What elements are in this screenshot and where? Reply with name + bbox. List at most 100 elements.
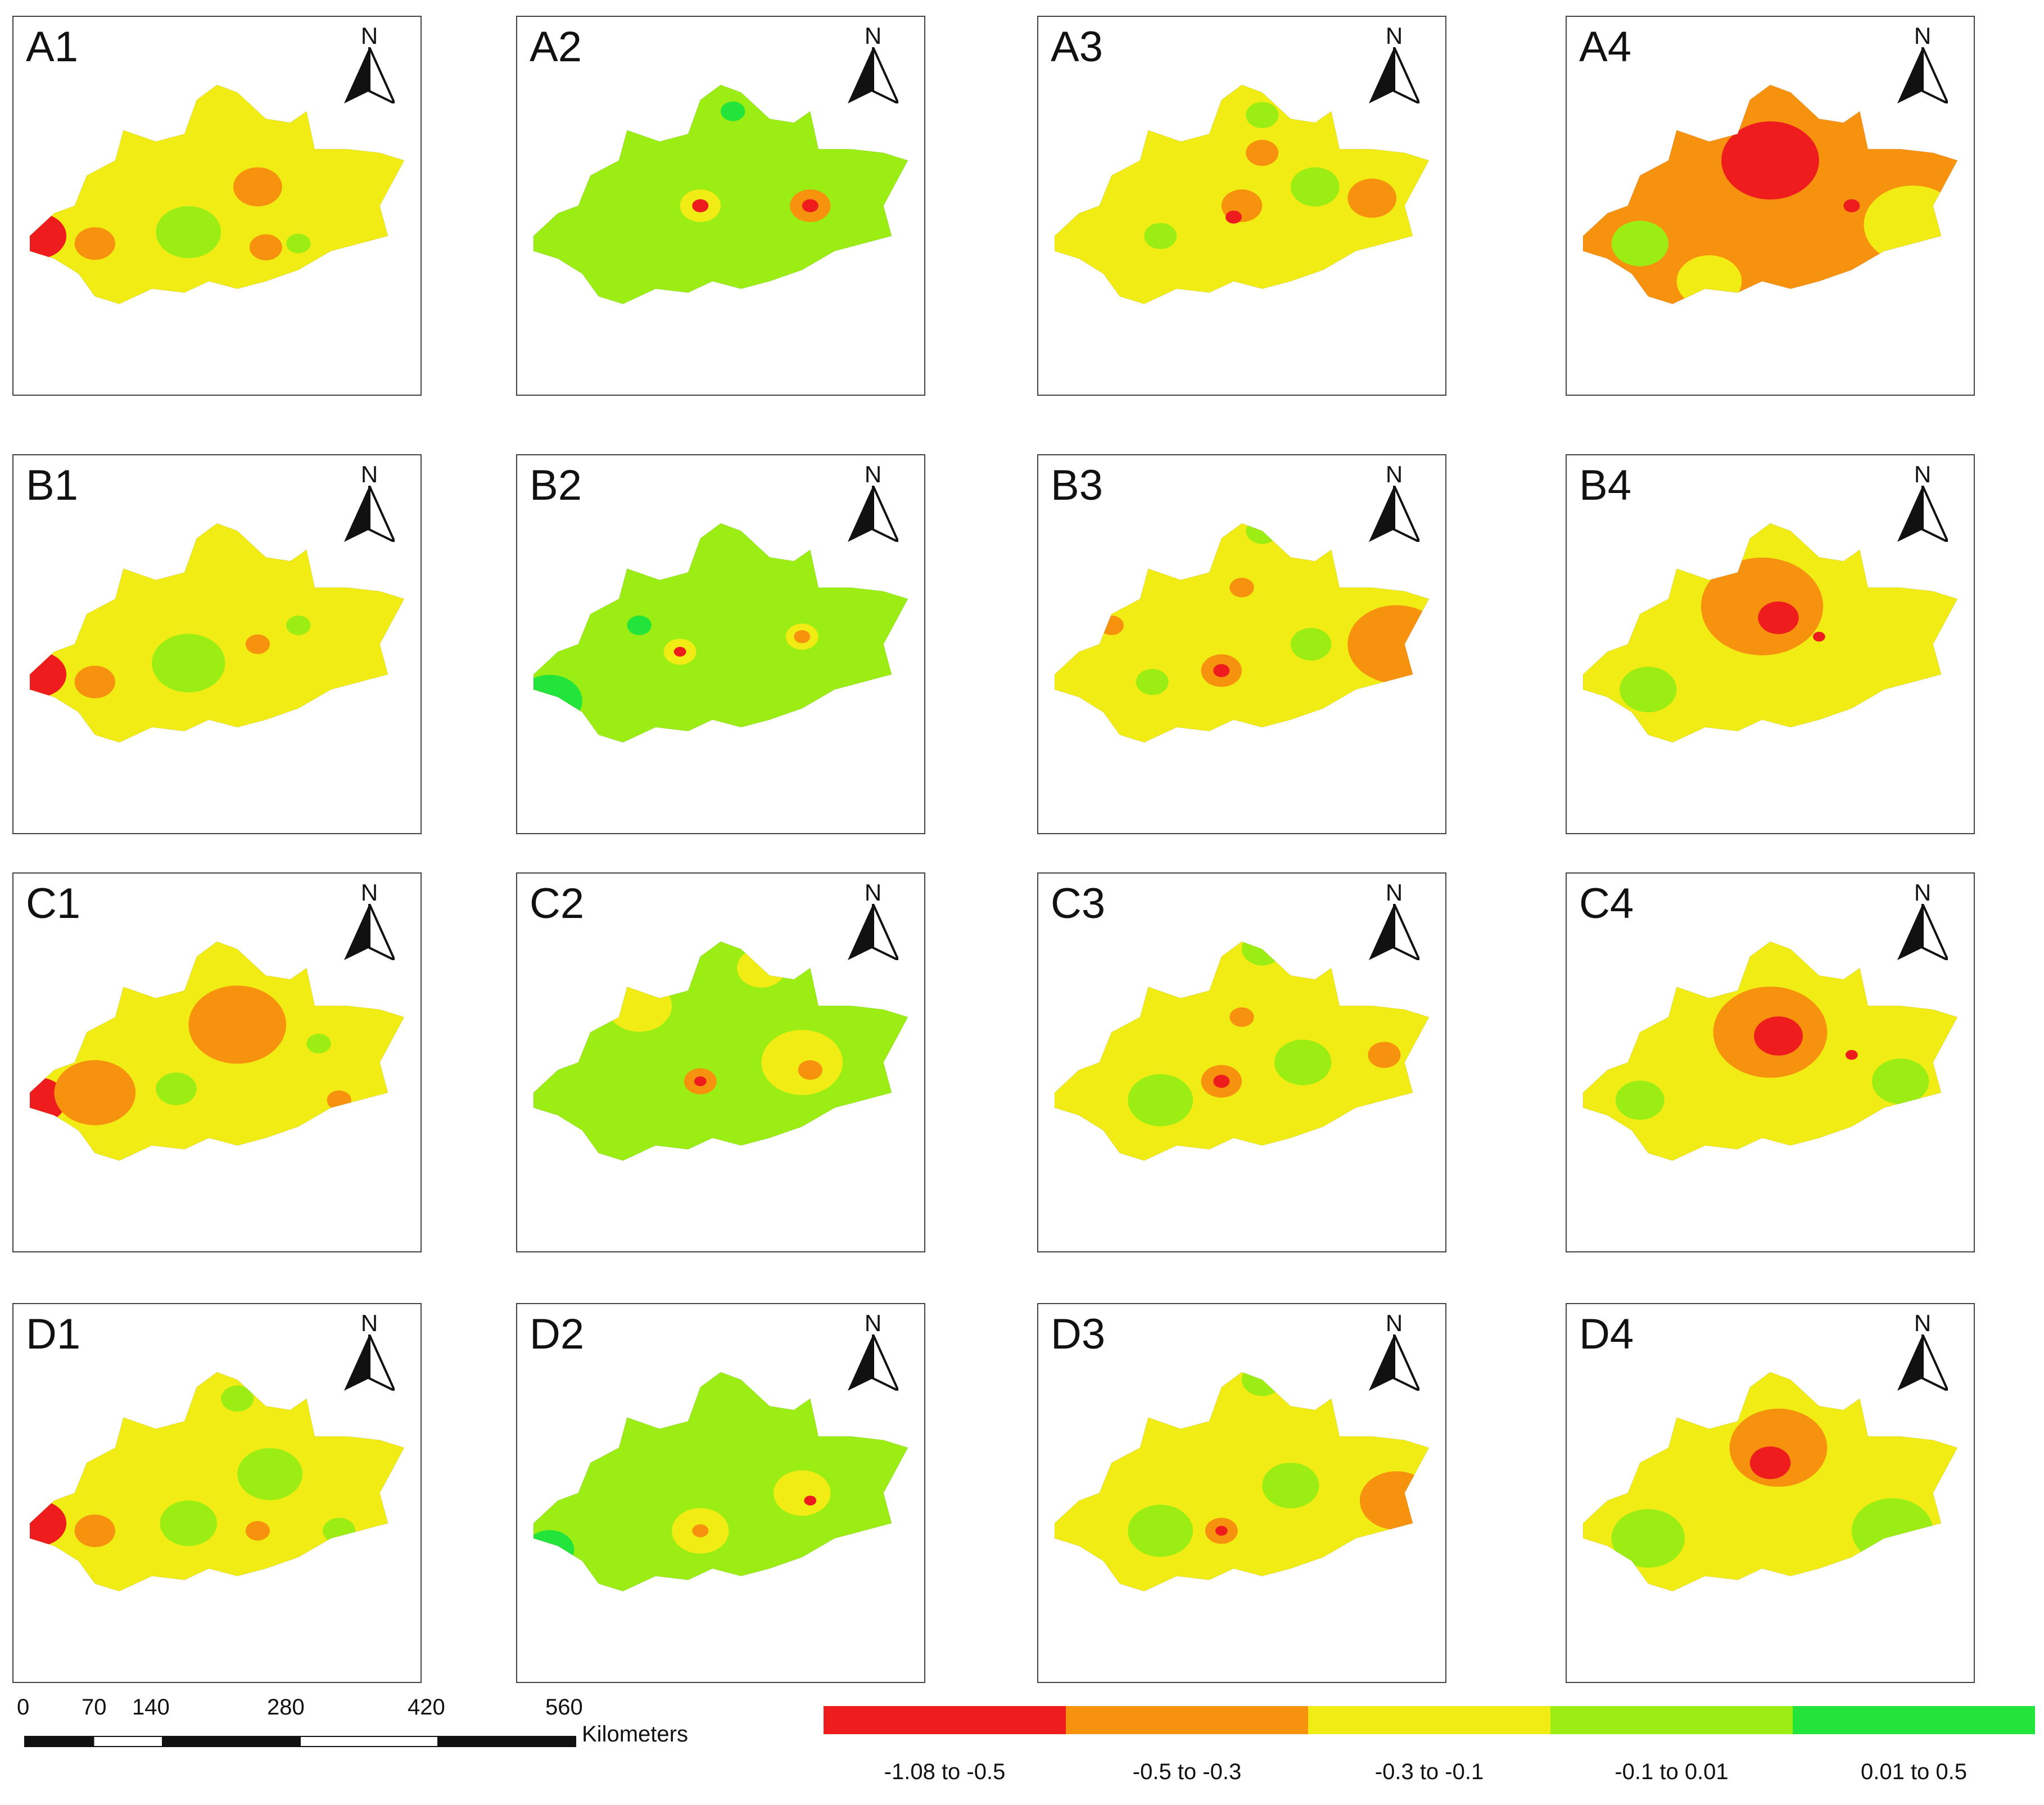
north-label: N xyxy=(864,879,882,906)
scale-tick-5: 560 xyxy=(545,1695,583,1720)
map-panel-a2: A2 N xyxy=(516,16,925,396)
zone-c4 xyxy=(1274,1039,1332,1085)
north-arrow-icon: N xyxy=(338,1310,400,1394)
zone-c1 xyxy=(30,652,67,698)
zone-c4 xyxy=(1290,628,1332,661)
panel-label: B2 xyxy=(530,462,582,509)
zone-c4 xyxy=(1851,1498,1933,1564)
zone-c5 xyxy=(721,101,745,121)
panel-label: D3 xyxy=(1051,1310,1106,1358)
north-arrow-icon: N xyxy=(338,879,400,963)
legend: -1.08 to -0.5 -0.5 to -0.3 -0.3 to -0.1 … xyxy=(824,1706,2035,1802)
choropleth-map xyxy=(1582,941,1958,1161)
zone-c2 xyxy=(233,167,282,207)
north-arrow-icon: N xyxy=(1892,22,1953,107)
choropleth-map xyxy=(1054,1372,1430,1592)
north-label: N xyxy=(1385,22,1403,49)
map-panel-b4: B4 N xyxy=(1566,454,1975,834)
north-arrow-icon: N xyxy=(842,22,904,107)
north-arrow-icon: N xyxy=(338,22,400,107)
zone-c3 xyxy=(774,1470,831,1516)
map-panel-a4: A4 N xyxy=(1566,16,1975,396)
zone-c4 xyxy=(1615,1080,1665,1120)
scale-segment xyxy=(300,1736,438,1747)
zone-c1 xyxy=(1213,1075,1230,1088)
map-panel-c2: C2 N xyxy=(516,872,925,1252)
map-panel-d2: D2 N xyxy=(516,1303,925,1683)
zone-c3 xyxy=(761,1030,843,1095)
zone-c4 xyxy=(286,616,311,635)
north-label: N xyxy=(1914,461,1932,487)
zone-c1 xyxy=(1754,1016,1803,1056)
panel-label: A2 xyxy=(530,23,582,71)
zone-c4 xyxy=(160,1500,217,1546)
zone-c4 xyxy=(1611,220,1668,266)
zone-c2 xyxy=(245,634,270,654)
zone-c1 xyxy=(802,199,818,212)
zone-c5 xyxy=(627,616,652,635)
zone-c4 xyxy=(1246,102,1279,128)
zone-c2 xyxy=(74,227,115,260)
zone-c5 xyxy=(533,675,582,727)
scale-bar: 0 70 140 280 420 560 Kilometers xyxy=(17,1695,804,1779)
zone-c4 xyxy=(1290,167,1340,207)
zone-c1 xyxy=(30,213,67,259)
zone-c4 xyxy=(1128,1504,1193,1557)
zone-c2 xyxy=(1099,616,1124,635)
zone-c2 xyxy=(327,1090,351,1110)
map-panel-b1: B1 N xyxy=(12,454,422,834)
choropleth-map xyxy=(29,1372,405,1592)
legend-swatch-c4 xyxy=(1550,1706,1793,1734)
legend-swatch-c3 xyxy=(1308,1706,1550,1734)
panel-label: A1 xyxy=(26,23,78,71)
zone-c1 xyxy=(1843,199,1860,212)
map-panel-d3: D3 N xyxy=(1037,1303,1446,1683)
north-label: N xyxy=(1385,879,1403,906)
zone-c1 xyxy=(554,1022,578,1042)
choropleth-map xyxy=(533,1372,908,1592)
north-arrow-icon: N xyxy=(338,461,400,545)
zone-c3 xyxy=(212,549,262,589)
zone-c2 xyxy=(245,1521,270,1541)
panel-label: C4 xyxy=(1579,880,1634,928)
zone-c1 xyxy=(673,646,686,657)
zone-c2 xyxy=(798,1060,822,1080)
north-arrow-icon: N xyxy=(842,461,904,545)
panel-label: B1 xyxy=(26,462,78,509)
scale-tick-0: 0 xyxy=(17,1695,30,1720)
north-arrow-icon: N xyxy=(1892,461,1953,545)
legend-label-c1: -1.08 to -0.5 xyxy=(884,1759,1006,1784)
zone-c2 xyxy=(692,1524,709,1537)
north-arrow-icon: N xyxy=(1363,1310,1425,1394)
zone-c4 xyxy=(1620,667,1677,713)
scale-tick-2: 140 xyxy=(132,1695,170,1720)
map-panel-c1: C1 N xyxy=(12,872,422,1252)
zone-c2 xyxy=(1359,1471,1429,1530)
panel-label: D2 xyxy=(530,1310,585,1358)
zone-c1 xyxy=(1215,1526,1228,1536)
zone-c1 xyxy=(554,604,578,624)
map-panel-c4: C4 N xyxy=(1566,872,1975,1252)
legend-swatch-c1 xyxy=(824,1706,1066,1734)
scale-tick-4: 420 xyxy=(408,1695,445,1720)
panel-label: B4 xyxy=(1579,462,1631,509)
scale-bar-graphic xyxy=(24,1736,576,1747)
zone-c2 xyxy=(1229,1007,1254,1027)
map-panel-d4: D4 N xyxy=(1566,1303,1975,1683)
map-panel-c3: C3 N xyxy=(1037,872,1446,1252)
map-panel-b3: B3 N xyxy=(1037,454,1446,834)
choropleth-map xyxy=(533,523,908,743)
scale-units: Kilometers xyxy=(582,1722,688,1747)
north-arrow-icon: N xyxy=(1892,879,1953,963)
zone-c1 xyxy=(1226,210,1242,224)
north-label: N xyxy=(1914,22,1932,49)
zone-c2 xyxy=(74,666,115,699)
zone-c4 xyxy=(1136,669,1169,695)
zone-c4 xyxy=(237,1448,302,1500)
zone-c4 xyxy=(1128,1074,1193,1127)
choropleth-map xyxy=(1582,1372,1958,1592)
north-label: N xyxy=(1914,879,1932,906)
north-label: N xyxy=(360,879,378,906)
zone-c2 xyxy=(1368,1042,1401,1068)
choropleth-map xyxy=(29,941,405,1161)
